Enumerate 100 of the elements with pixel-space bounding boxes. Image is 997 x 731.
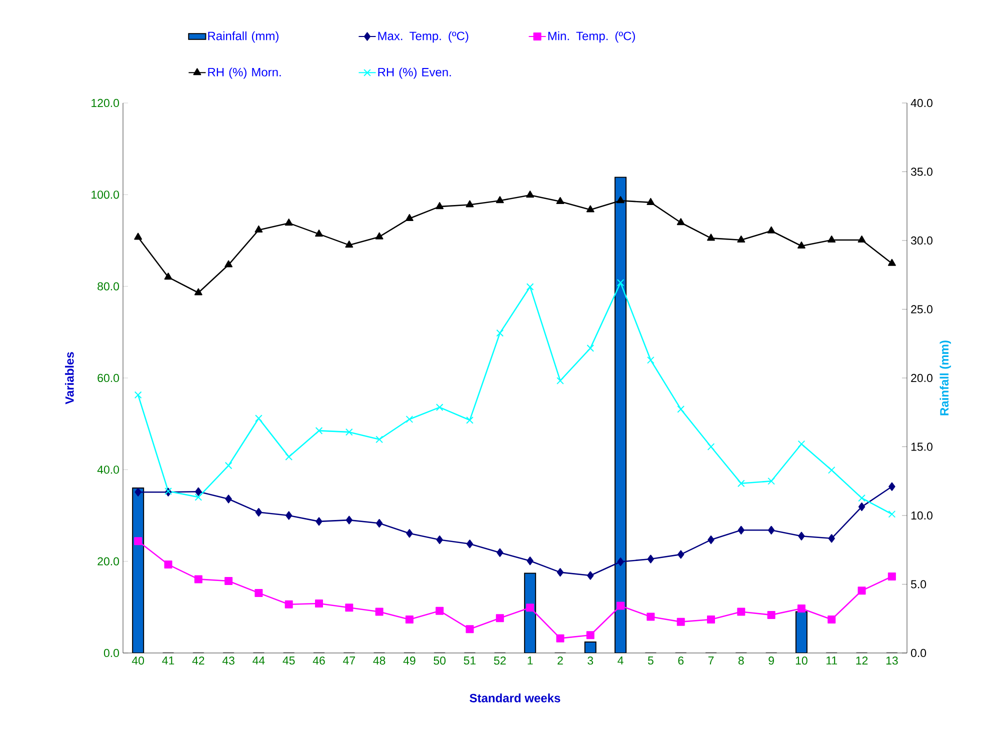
x-tick-label: 49: [403, 656, 416, 665]
point: [406, 416, 414, 423]
y2-tick-label: 15.0: [911, 442, 932, 451]
point: [255, 508, 262, 517]
point: [616, 278, 624, 286]
x-tick-label: 8: [738, 656, 744, 665]
x-tick-label: 48: [373, 656, 386, 665]
point: [738, 526, 744, 534]
point: [828, 466, 836, 474]
point: [496, 196, 504, 204]
point: [345, 604, 354, 612]
point: [708, 535, 714, 544]
x-tick-label: 1: [528, 656, 533, 664]
y-tick-label: 0.0: [104, 648, 120, 658]
point: [466, 625, 474, 634]
point: [556, 377, 564, 384]
point: [134, 488, 142, 496]
y2-axis-title: Rainfall (mm): [940, 340, 951, 416]
point: [767, 610, 776, 619]
point: [286, 511, 292, 520]
point: [466, 416, 474, 424]
bar: [524, 572, 536, 653]
legend-label: Max. Temp. (ºC): [378, 31, 468, 43]
point: [224, 260, 233, 268]
point: [436, 202, 444, 210]
point: [346, 516, 353, 524]
point: [616, 602, 625, 610]
point: [316, 517, 322, 526]
x-tick-label: 13: [886, 656, 898, 665]
point: [284, 600, 293, 608]
point: [676, 218, 685, 226]
point: [164, 272, 172, 280]
point: [225, 494, 232, 504]
x-tick-label: 50: [434, 656, 446, 665]
x-tick-label: 5: [648, 656, 654, 665]
point: [768, 526, 775, 534]
point: [194, 575, 202, 584]
point: [345, 240, 354, 248]
point: [677, 550, 684, 559]
y-tick-label: 20.0: [98, 557, 120, 566]
point: [405, 616, 414, 624]
y2-tick-label: 10.0: [911, 511, 932, 520]
y2-tick-label: 5.0: [910, 580, 926, 588]
point: [285, 453, 293, 461]
point: [556, 197, 564, 204]
point: [496, 329, 504, 337]
point: [647, 356, 654, 364]
y2-tick-label: 20.0: [911, 374, 932, 382]
point: [526, 556, 534, 566]
point: [375, 232, 384, 240]
point: [737, 608, 746, 616]
point: [858, 494, 866, 502]
point: [375, 608, 384, 616]
y2-tick-label: 25.0: [911, 305, 932, 314]
point: [436, 535, 443, 544]
point: [707, 234, 715, 241]
point: [496, 614, 504, 622]
point: [315, 427, 323, 434]
point: [315, 230, 323, 237]
point: [858, 502, 866, 512]
x-tick-label: 7: [708, 656, 714, 664]
point: [707, 443, 715, 450]
x-tick-label: 42: [192, 656, 204, 665]
point: [798, 532, 805, 540]
x-tick-label: 4: [618, 656, 624, 664]
y-tick-label: 120.0: [92, 98, 120, 108]
point: [737, 480, 745, 488]
x-tick-label: 41: [162, 656, 174, 664]
x-tick-label: 3: [588, 656, 594, 665]
point: [526, 604, 534, 612]
point: [707, 616, 715, 624]
point: [406, 214, 414, 221]
x-tick-label: 44: [252, 656, 265, 664]
y2-tick-label: 0.0: [910, 648, 926, 658]
point: [526, 283, 534, 290]
point: [134, 232, 142, 240]
point: [526, 190, 534, 198]
legend-label: RH (%) Morn.: [208, 68, 281, 79]
y-tick-label: 40.0: [97, 466, 120, 474]
point: [496, 548, 504, 557]
point: [255, 414, 262, 422]
point: [586, 631, 594, 640]
point: [466, 200, 474, 208]
point: [376, 436, 383, 444]
x-axis-title: Standard weeks: [470, 694, 560, 702]
y2-tick-label: 30.0: [910, 236, 932, 245]
y2-tick-label: 40.0: [910, 98, 932, 108]
point: [647, 554, 654, 564]
point: [376, 518, 383, 528]
point: [224, 462, 232, 470]
point: [284, 218, 293, 226]
bar: [132, 487, 144, 653]
x-tick-label: 6: [678, 656, 684, 665]
point: [888, 258, 896, 266]
point: [345, 428, 353, 436]
point: [737, 236, 746, 243]
point: [768, 477, 775, 485]
point: [134, 537, 142, 546]
x-tick-label: 10: [796, 656, 808, 665]
x-tick-label: 43: [222, 656, 234, 665]
